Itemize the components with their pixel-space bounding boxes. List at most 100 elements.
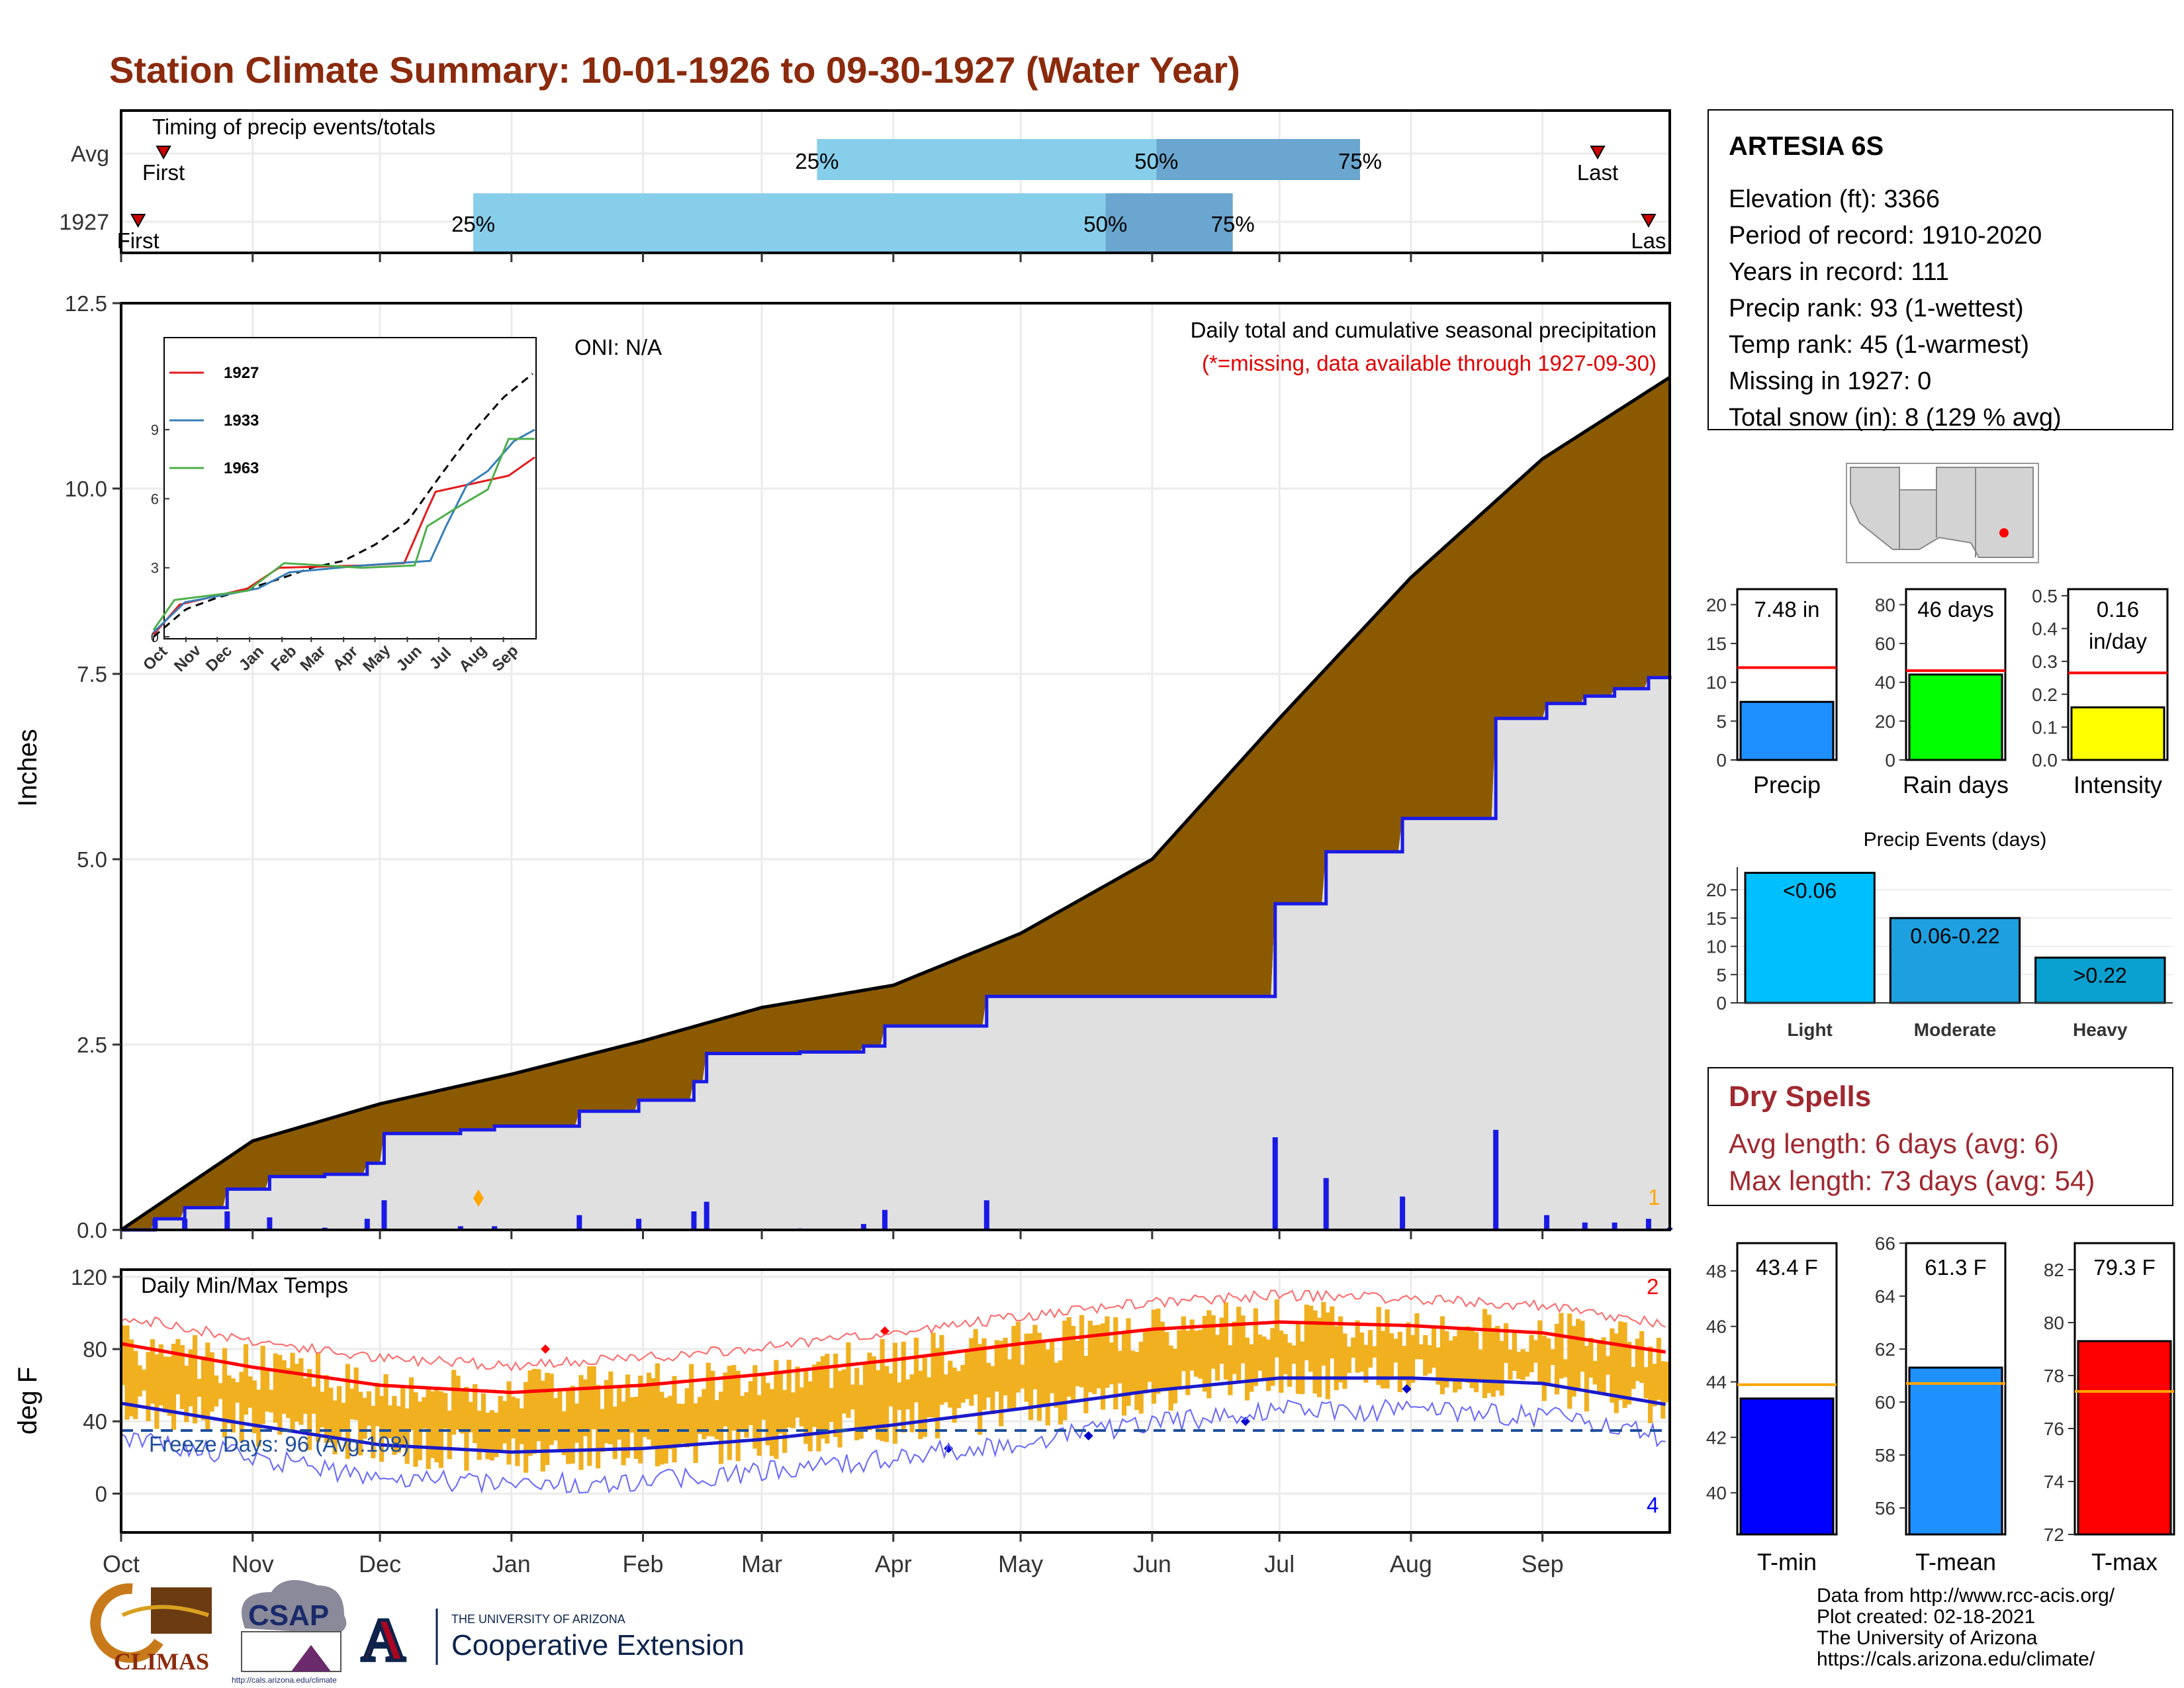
timing-bar-q25-q50 [473, 193, 1106, 252]
tmean-tick: 56 [1875, 1498, 1895, 1519]
precip-events-tick: 15 [1706, 908, 1727, 929]
inset-y-tick: 6 [151, 491, 159, 507]
record-marker [1402, 1384, 1412, 1394]
tmin-label: T-min [1757, 1548, 1817, 1575]
intensity-tick: 0.3 [2032, 651, 2058, 672]
temp-y-tick: 80 [83, 1337, 107, 1362]
daily-precip-bar [381, 1200, 387, 1230]
station-years: Years in record: 111 [1729, 258, 1950, 286]
ua-logo: A THE UNIVERSITY OF ARIZONA Cooperative … [360, 1605, 745, 1675]
month-tick: Aug [1390, 1550, 1432, 1577]
tmax-tick: 78 [2044, 1366, 2064, 1386]
precip-bar [1739, 700, 1835, 761]
daily-precip-bar [1323, 1178, 1329, 1230]
csap-logo: CSAP http://cals.arizona.edu/climate [232, 1580, 347, 1685]
intensity-tick: 0.5 [2032, 586, 2058, 606]
precip-events-chart: Precip Events (days) <0.06 Light 0.06-0.22 M… [1706, 829, 2173, 1040]
month-tick: May [998, 1550, 1043, 1577]
ua-big-text: Cooperative Extension [451, 1629, 745, 1662]
daily-precip-bar [1400, 1196, 1406, 1230]
intensity-value-label: 0.16 [2097, 597, 2139, 622]
record-marker [880, 1326, 889, 1336]
daily-precip-bar [492, 1226, 498, 1230]
precip-events-tick: 0 [1716, 993, 1727, 1013]
credit-line-4: https://cals.arizona.edu/climate/ [1817, 1648, 2095, 1670]
precip-event-category: Moderate [1914, 1019, 1996, 1040]
ua-letter: A [361, 1606, 405, 1673]
daily-precip-bar [1493, 1129, 1499, 1230]
rain_days-tick: 80 [1875, 594, 1895, 615]
timing-title: Timing of precip events/totals [152, 115, 435, 139]
snow-marker [473, 1190, 484, 1207]
precip-event-bar-moderate [1889, 917, 2021, 1004]
csap-logo-text: CSAP [248, 1599, 329, 1632]
precip-event-category: Heavy [2073, 1019, 2128, 1040]
precip-panel: 0.0 2.5 5.0 7.5 10.0 12.5 Inches ONI: N/A Dai… [13, 253, 1672, 1243]
tmax-tick: 76 [2044, 1419, 2064, 1439]
temp-corner-bottom: 4 [1647, 1493, 1659, 1517]
precip-y-tick: 0.0 [77, 1218, 107, 1243]
tmean-value-label: 61.3 F [1925, 1255, 1987, 1280]
temp-panel: 0 40 80 120 Oct Nov Dec Jan Feb Mar Apr May Jun Jul A… [13, 1265, 1671, 1577]
timing-row-label-year: 1927 [59, 210, 109, 235]
inset-average-line [153, 373, 533, 638]
inset-series-line-1963 [152, 438, 535, 631]
precip-y-axis-label: Inches [13, 729, 42, 807]
tmean-tick: 64 [1875, 1286, 1895, 1307]
timing-last-marker [1590, 146, 1606, 160]
precip-y-tick: 10.0 [65, 477, 107, 501]
inset-legend-label: 1963 [224, 459, 259, 477]
daily-precip-bar [1645, 1219, 1651, 1230]
timing-first-marker [156, 146, 171, 160]
rain_days-tick: 0 [1885, 750, 1895, 771]
precip-event-bar-label: 0.06-0.22 [1910, 924, 1999, 948]
record-min-line [120, 1398, 1666, 1495]
precip-tick: 0 [1716, 750, 1727, 771]
observed-cumulative-line [121, 675, 1672, 1232]
precip-event-category: Light [1787, 1019, 1832, 1040]
timing-label-75: 75% [1338, 149, 1382, 173]
dry-spells-title: Dry Spells [1729, 1080, 1872, 1113]
precip-tick: 5 [1716, 711, 1727, 731]
daily-precip-bar [152, 1219, 158, 1230]
station-temp-rank: Temp rank: 45 (1-warmest) [1729, 331, 2030, 359]
tmin-value-label: 43.4 F [1756, 1255, 1818, 1280]
precip-events-tick: 20 [1706, 880, 1727, 900]
location-map [1846, 463, 2039, 563]
intensity-tick: 0.2 [2032, 684, 2058, 705]
precip-label: Precip [1753, 771, 1821, 798]
temp-y-tick: 120 [71, 1265, 107, 1289]
rain_days-tick: 20 [1875, 711, 1895, 731]
precip-subtitle: Daily total and cumulative seasonal prec… [1191, 318, 1657, 342]
tmean-label: T-mean [1915, 1548, 1996, 1575]
month-tick: Feb [623, 1550, 664, 1577]
record-marker [1083, 1431, 1093, 1441]
precip-event-bar-label: >0.22 [2073, 964, 2127, 988]
daily-precip-bar [636, 1219, 642, 1230]
climas-logo: CLIMAS [90, 1583, 212, 1675]
tmin-tick: 40 [1706, 1483, 1727, 1503]
tmin-bar [1739, 1397, 1835, 1536]
oni-label: ONI: N/A [574, 335, 662, 359]
freeze-days-note: Freeze Days: 96 (Avg:108) [149, 1432, 410, 1456]
dry-spells-max-length: Max length: 73 days (avg: 54) [1729, 1165, 2095, 1196]
record-marker [541, 1344, 551, 1354]
temp-y-tick: 40 [83, 1409, 107, 1434]
tmax-value-label: 79.3 F [2093, 1255, 2156, 1280]
precip-events-tick: 10 [1706, 937, 1727, 957]
tmax-tick: 72 [2044, 1524, 2064, 1545]
intensity-label: Intensity [2073, 771, 2162, 798]
tmax-label: T-max [2091, 1548, 2158, 1575]
month-tick: Sep [1522, 1550, 1564, 1577]
precip-value-label: 7.48 in [1754, 597, 1819, 622]
timing-first-marker [130, 214, 146, 228]
month-tick: Nov [232, 1550, 274, 1577]
average-max-line [120, 1320, 1666, 1395]
ua-small-text: THE UNIVERSITY OF ARIZONA [451, 1613, 625, 1626]
tmean-bar [1908, 1366, 2003, 1536]
precip-y-tick: 2.5 [77, 1033, 107, 1057]
dry-spells-box: Dry Spells Avg length: 6 days (avg: 6) M… [1707, 1067, 2173, 1206]
timing-bar-q25-q50 [817, 139, 1157, 180]
station-snow: Total snow (in): 8 (129 % avg) [1729, 404, 2062, 432]
